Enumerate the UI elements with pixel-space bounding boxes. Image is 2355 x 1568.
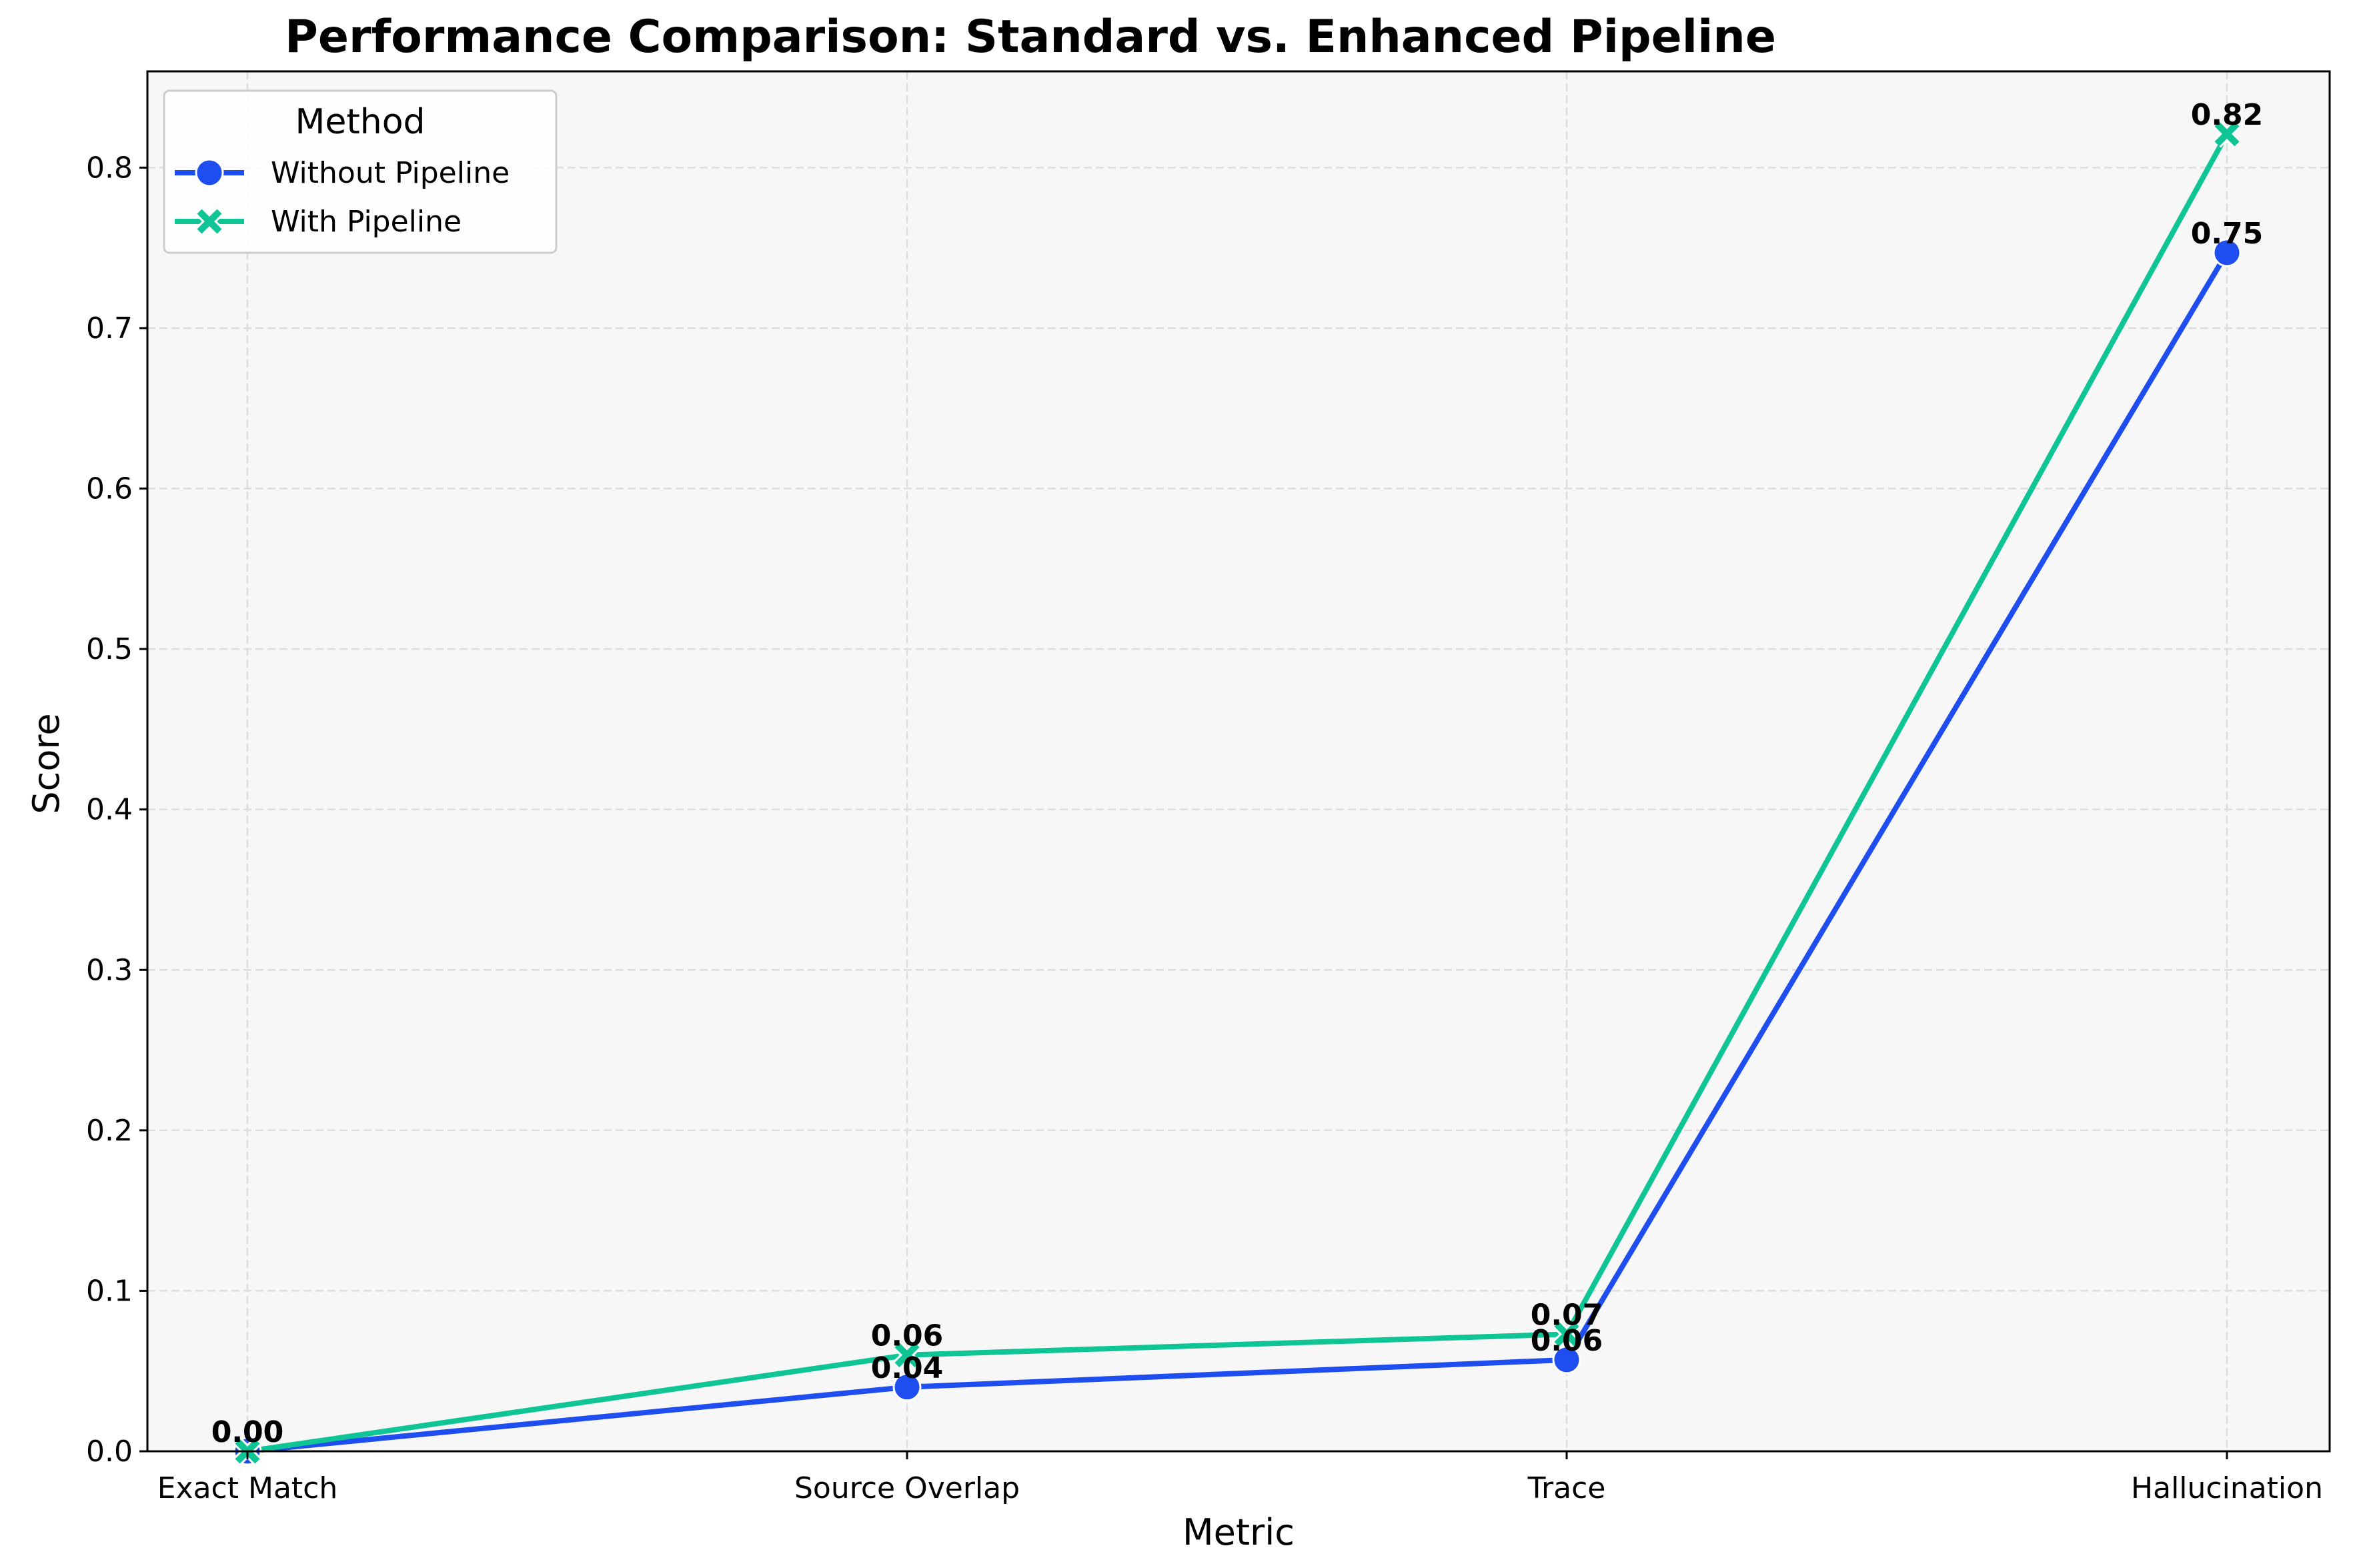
data-label: 0.75 [2191, 217, 2264, 251]
marker-x-stroke [894, 1343, 920, 1368]
series-line-with-pipeline [247, 132, 2230, 1454]
y-tick-label: 0.8 [86, 151, 133, 185]
y-tick-label: 0.2 [86, 1114, 133, 1148]
legend-marker [195, 207, 223, 235]
plot-frame [146, 70, 2331, 1453]
y-tick-label: 0.7 [86, 311, 133, 345]
x-tick-label: Trace [1527, 1471, 1606, 1505]
legend-marker [195, 158, 224, 187]
data-point-marker [893, 1341, 921, 1369]
data-label: 0.04 [871, 1351, 944, 1385]
data-point-marker [2213, 120, 2241, 148]
legend-label: Without Pipeline [271, 156, 510, 190]
y-tick-label: 0.6 [86, 472, 133, 506]
x-axis-label: Metric [1183, 1511, 1295, 1553]
legend-entries: Without Pipeline With Pipeline [175, 156, 510, 239]
data-point-marker [1553, 1320, 1581, 1349]
plot-area [147, 71, 2330, 1451]
x-axis: Exact Match Source Overlap Trace Hallucinat… [157, 1451, 2323, 1505]
x-tick-label: Source Overlap [794, 1471, 1020, 1505]
data-point-marker [2212, 238, 2242, 267]
series-line-without-pipeline [247, 251, 2230, 1454]
data-label: 0.06 [871, 1319, 944, 1353]
y-axis: 0.0 0.1 0.2 0.3 0.4 0.5 0.6 0.7 0.8 [86, 151, 147, 1469]
marker-x-stroke [2214, 121, 2240, 147]
data-label: 0.82 [2191, 98, 2264, 132]
y-tick-label: 0.0 [86, 1435, 133, 1469]
marker-x-stroke [1554, 1321, 1579, 1347]
y-tick-label: 0.5 [86, 632, 133, 666]
x-tick-label: Exact Match [157, 1471, 338, 1505]
legend-title: Method [295, 102, 425, 142]
data-point-marker [1552, 1345, 1581, 1375]
y-axis-label: Score [25, 713, 67, 814]
y-tick-label: 0.4 [86, 793, 133, 827]
chart-title: Performance Comparison: Standard vs. Enh… [285, 11, 1776, 63]
data-label: 0.00 [211, 1415, 284, 1449]
series-lines [247, 132, 2230, 1454]
y-tick-label: 0.1 [86, 1274, 133, 1308]
legend-label: With Pipeline [271, 205, 462, 239]
data-labels: 0.000.040.060.750.000.060.070.82 [211, 98, 2264, 1449]
series-markers [233, 120, 2242, 1466]
data-label: 0.07 [1531, 1298, 1603, 1332]
data-label: 0.06 [1531, 1324, 1603, 1358]
y-tick-label: 0.3 [86, 953, 133, 987]
legend-box [163, 89, 558, 254]
x-tick-label: Hallucination [2131, 1471, 2323, 1505]
data-point-marker [892, 1373, 922, 1402]
legend: Method Without Pipeline With Pipeline [163, 89, 558, 254]
grid [147, 71, 2330, 1451]
marker-x-stroke [197, 209, 222, 234]
data-label: 0.00 [211, 1415, 284, 1449]
